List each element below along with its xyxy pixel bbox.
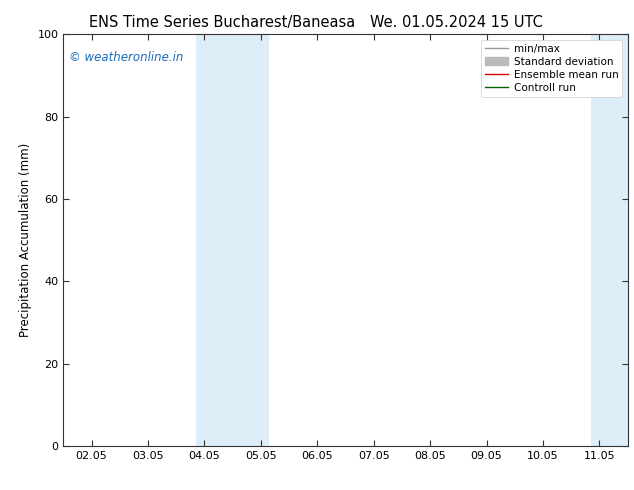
Bar bbox=[614, 34, 634, 446]
Y-axis label: Precipitation Accumulation (mm): Precipitation Accumulation (mm) bbox=[19, 143, 32, 337]
Legend: min/max, Standard deviation, Ensemble mean run, Controll run: min/max, Standard deviation, Ensemble me… bbox=[481, 40, 623, 97]
Text: We. 01.05.2024 15 UTC: We. 01.05.2024 15 UTC bbox=[370, 15, 543, 30]
Bar bbox=[233, 34, 269, 446]
Bar bbox=[591, 34, 614, 446]
Text: © weatheronline.in: © weatheronline.in bbox=[69, 51, 183, 64]
Bar bbox=[196, 34, 233, 446]
Text: ENS Time Series Bucharest/Baneasa: ENS Time Series Bucharest/Baneasa bbox=[89, 15, 355, 30]
